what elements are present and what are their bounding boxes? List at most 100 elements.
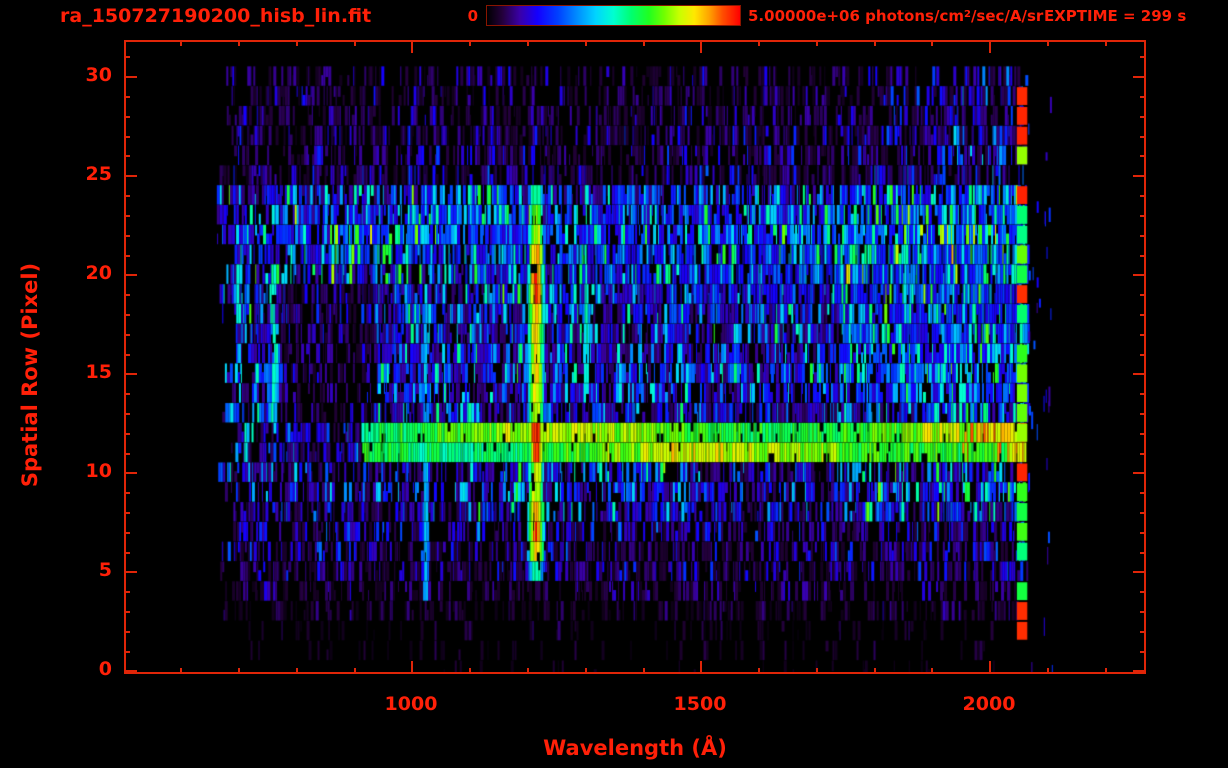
x-axis-tick	[989, 661, 991, 674]
y-axis-tick	[124, 591, 130, 593]
y-axis-tick	[124, 294, 130, 296]
y-axis-tick-right	[1140, 195, 1146, 197]
y-axis-tick-right	[1140, 512, 1146, 514]
x-axis-tick-top	[816, 40, 818, 46]
y-tick-label: 25	[85, 163, 112, 185]
colorbar-max-label: 5.00000e+06 photons/cm2/sec/A/sr	[748, 7, 1043, 25]
x-axis-tick-top	[643, 40, 645, 46]
y-tick-label: 10	[85, 460, 112, 482]
x-axis-tick	[180, 668, 182, 674]
x-axis-tick	[469, 668, 471, 674]
x-axis-tick-top	[700, 40, 702, 53]
x-axis-tick	[354, 668, 356, 674]
x-axis-tick	[1047, 668, 1049, 674]
x-axis-tick-top	[585, 40, 587, 46]
x-axis-tick	[931, 668, 933, 674]
x-axis-tick	[527, 668, 529, 674]
y-axis-tick	[124, 552, 130, 554]
x-axis-tick-top	[469, 40, 471, 46]
y-axis-tick-right	[1140, 136, 1146, 138]
y-axis-tick	[124, 611, 130, 613]
y-axis-tick	[124, 155, 130, 157]
plot-frame	[124, 40, 1146, 674]
x-axis-tick-top	[180, 40, 182, 46]
y-axis-tick-right	[1140, 492, 1146, 494]
colorbar-units-tail: /sec/A/sr	[970, 7, 1044, 25]
y-axis-tick-right	[1140, 255, 1146, 257]
y-axis-tick	[124, 532, 130, 534]
x-axis-tick-top	[1105, 40, 1107, 46]
x-axis-tick-top	[238, 40, 240, 46]
y-axis-tick-right	[1133, 76, 1146, 78]
x-axis-tick-top	[411, 40, 413, 53]
y-axis-tick-right	[1140, 354, 1146, 356]
y-axis-tick	[124, 116, 130, 118]
x-axis-tick	[1105, 668, 1107, 674]
y-axis-tick	[124, 492, 130, 494]
x-tick-label: 1500	[673, 693, 727, 715]
y-axis-tick	[124, 472, 137, 474]
y-axis-tick-right	[1140, 453, 1146, 455]
y-axis-tick-right	[1140, 56, 1146, 58]
y-axis-tick-right	[1140, 96, 1146, 98]
colorbar	[486, 5, 741, 26]
colorbar-min-label: 0	[467, 7, 478, 25]
y-axis-tick-right	[1133, 175, 1146, 177]
y-tick-label: 5	[98, 559, 112, 581]
y-axis-tick-right	[1140, 433, 1146, 435]
y-axis-tick	[124, 56, 130, 58]
y-axis-tick-right	[1133, 274, 1146, 276]
y-axis-tick	[124, 393, 130, 395]
y-axis-tick-right	[1133, 670, 1146, 672]
y-axis-tick	[124, 433, 130, 435]
x-tick-label: 1000	[384, 693, 438, 715]
x-tick-label: 2000	[962, 693, 1016, 715]
y-axis-tick-right	[1140, 631, 1146, 633]
heatmap-canvas	[126, 42, 1144, 672]
y-axis-tick-right	[1140, 651, 1146, 653]
y-axis-tick	[124, 175, 137, 177]
y-axis-tick-right	[1140, 215, 1146, 217]
y-axis-tick	[124, 235, 130, 237]
y-tick-label: 0	[98, 658, 112, 680]
x-axis-tick	[643, 668, 645, 674]
y-tick-label: 20	[85, 262, 112, 284]
y-axis-tick-right	[1140, 393, 1146, 395]
y-axis-tick-right	[1140, 532, 1146, 534]
exptime-label: EXPTIME = 299 s	[1044, 7, 1187, 25]
y-axis-tick	[124, 274, 137, 276]
x-axis-tick	[411, 661, 413, 674]
x-axis-tick-top	[989, 40, 991, 53]
y-axis-tick	[124, 453, 130, 455]
y-axis-tick-right	[1133, 472, 1146, 474]
y-axis-tick-right	[1140, 552, 1146, 554]
y-axis-tick	[124, 670, 137, 672]
x-axis-tick	[758, 668, 760, 674]
x-axis-tick	[296, 668, 298, 674]
y-axis-tick	[124, 413, 130, 415]
x-axis-tick	[238, 668, 240, 674]
y-axis-tick-right	[1140, 314, 1146, 316]
x-axis-tick-top	[874, 40, 876, 46]
y-axis-label: Spatial Row (Pixel)	[18, 262, 42, 488]
x-axis-tick	[700, 661, 702, 674]
x-axis-tick-top	[1047, 40, 1049, 46]
y-axis-tick	[124, 571, 137, 573]
y-axis-tick	[124, 255, 130, 257]
y-axis-tick	[124, 76, 137, 78]
y-axis-tick	[124, 334, 130, 336]
y-axis-tick-right	[1140, 235, 1146, 237]
y-axis-tick	[124, 136, 130, 138]
y-axis-tick	[124, 512, 130, 514]
y-axis-tick-right	[1140, 155, 1146, 157]
y-axis-tick-right	[1140, 413, 1146, 415]
y-axis-tick-right	[1133, 571, 1146, 573]
y-axis-tick-right	[1133, 373, 1146, 375]
fits-filename: ra_150727190200_hisb_lin.fit	[60, 5, 372, 27]
y-axis-tick-right	[1140, 294, 1146, 296]
x-axis-tick	[816, 668, 818, 674]
y-axis-tick	[124, 215, 130, 217]
colorbar-units-superscript: 2	[963, 9, 971, 20]
y-axis-tick	[124, 96, 130, 98]
x-axis-tick-top	[758, 40, 760, 46]
